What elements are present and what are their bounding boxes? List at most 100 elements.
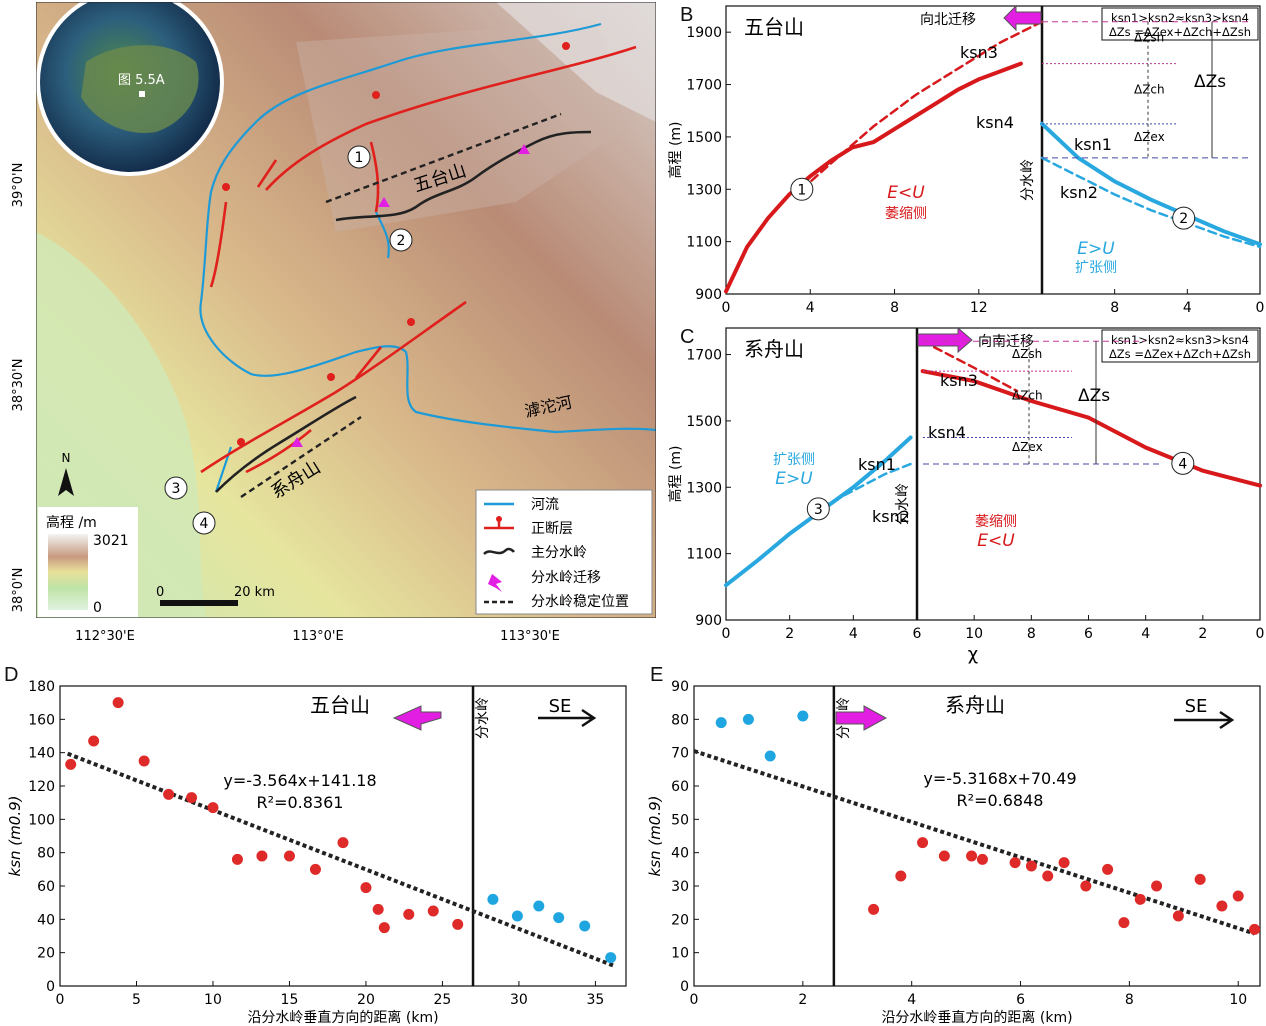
x-tick-label: 20 [357,992,375,1008]
marker-2 [1172,206,1196,230]
y-tick-label: 1100 [686,235,722,251]
panel-letter-c: C [680,326,695,348]
profile-series-3 [1040,156,1262,249]
chart-e: 0 10 20 30 40 50 60 70 80 90 0 2 4 6 8 10 沿分水岭垂直方向的距离 (k… [646,679,1261,1026]
red-point-2 [917,837,929,849]
legend-migration: 分水岭迁移 [531,570,601,586]
y-tick-label: 20 [671,912,689,928]
red-side: 萎缩侧 [885,206,927,222]
map-lat-axis: 39°0'N 38°30'N 38°0'N [11,163,26,613]
x-tick-label: 5 [132,992,141,1008]
x-tick-label: 10 [1229,992,1247,1008]
y-tick-label: 80 [37,846,55,862]
y-tick-label: 120 [28,779,55,795]
y-tick-label: 10 [671,946,689,962]
legend-divide: 主分水岭 [531,545,587,561]
y-tick-label: 60 [37,879,55,895]
site-1: 1 [355,150,364,166]
red-point-11 [337,837,349,849]
red-point-18 [1232,890,1244,902]
dz-ex-label: ΔZex [1134,130,1165,144]
lon-112-30: 112°30'E [75,629,135,644]
arrow-label: 向北迁移 [920,12,976,28]
marker-3-label: 3 [814,502,823,518]
red-point-10 [309,863,321,875]
stable-divides [240,112,562,498]
formula-box [1101,7,1259,41]
red-point-6 [207,802,219,814]
migration-arrow-icon [835,705,888,731]
y-axis-label: 高程 (m) [667,445,684,502]
y-tick-label: 70 [671,746,689,762]
x-tick-label: 8 [890,300,899,316]
formula-line-1: ksn1>ksn2≈ksn3>ksn4 [1111,333,1249,347]
y-tick-label: 180 [28,679,55,695]
red-eq: E<U [977,531,1015,551]
map-legend: 河流 正断层 主分水岭 分水岭迁移 分水岭稳定位置 [475,489,653,615]
y-tick-label: 100 [28,812,55,828]
ksn3-label: ksn3 [960,43,998,62]
y-tick-label: 90 [671,679,689,695]
x-tick-label: 10 [965,626,983,642]
migration-arrows [291,144,530,447]
equation-label: y=-5.3168x+70.49 [923,769,1076,788]
ksn2-label: ksn2 [1060,183,1098,202]
y-tick-label: 900 [695,613,722,629]
red-point-1 [895,870,907,882]
y-tick-label: 30 [671,879,689,895]
y-tick-label: 1900 [686,25,722,41]
map-lon-axis: 112°30'E 113°0'E 113°30'E [75,629,560,644]
blue-eq: E>U [775,469,813,489]
ksn4-label: ksn4 [928,423,966,442]
lat-38: 38°0'N [11,568,26,613]
migration-arrow-icon [1003,4,1042,32]
x-tick-label: 0 [690,992,699,1008]
ksn1-label: ksn1 [858,455,896,474]
x-tick-label: 6 [1084,626,1093,642]
site-2: 2 [397,233,406,249]
y-tick-label: 1300 [686,182,722,198]
plot-frame [725,327,1261,621]
x-tick-label: 2 [1198,626,1207,642]
dz-ch-label: ΔZch [1134,83,1165,97]
x-tick-label: 4 [1141,626,1150,642]
chart-title: 系舟山 [945,693,1005,717]
red-point-11 [1102,863,1114,875]
y-tick-label: 40 [37,912,55,928]
x-axis-label: 沿分水岭垂直方向的距离 (km) [247,1009,438,1026]
elevation-color-bar [48,534,88,610]
plot-frame [725,5,1261,295]
plot-frame [59,685,627,987]
y-tick-label: 1700 [686,78,722,94]
x-tick-label: 0 [722,626,731,642]
marker-1 [790,177,814,201]
chart-d: 0 20 40 60 80 100 120 140 160 180 0 5 10 15 20 25 30 35 沿分… [6,679,627,1026]
red-point-10 [1080,880,1092,892]
red-point-9 [1058,857,1070,869]
direction-arrow-icon [538,708,597,728]
r2-label: R²=0.8361 [257,793,344,812]
marker-2-label: 2 [1179,211,1188,227]
x-tick-label: 4 [806,300,815,316]
profile-series-3 [921,340,1019,393]
x-tick-label: 4 [1183,300,1192,316]
red-point-8 [1042,870,1054,882]
arrow-label: 向南迁移 [978,334,1034,350]
chart-title: 五台山 [310,693,370,717]
site-markers: 1 2 3 4 [164,145,413,535]
globe-label: 图 5.5A [118,73,165,88]
blue-point-4 [579,920,591,932]
red-point-9 [283,850,295,862]
chart-title: 五台山 [744,15,804,39]
trend-line [693,749,1256,936]
red-side: 萎缩侧 [975,514,1017,530]
x-tick-label: 12 [970,300,988,316]
y-tick-label: 50 [671,812,689,828]
y-tick-label: 20 [37,946,55,962]
site-3: 3 [172,481,181,497]
plot-frame [693,685,1261,987]
red-point-3 [138,755,150,767]
red-point-19 [1249,923,1261,935]
y-tick-label: 0 [680,979,689,995]
